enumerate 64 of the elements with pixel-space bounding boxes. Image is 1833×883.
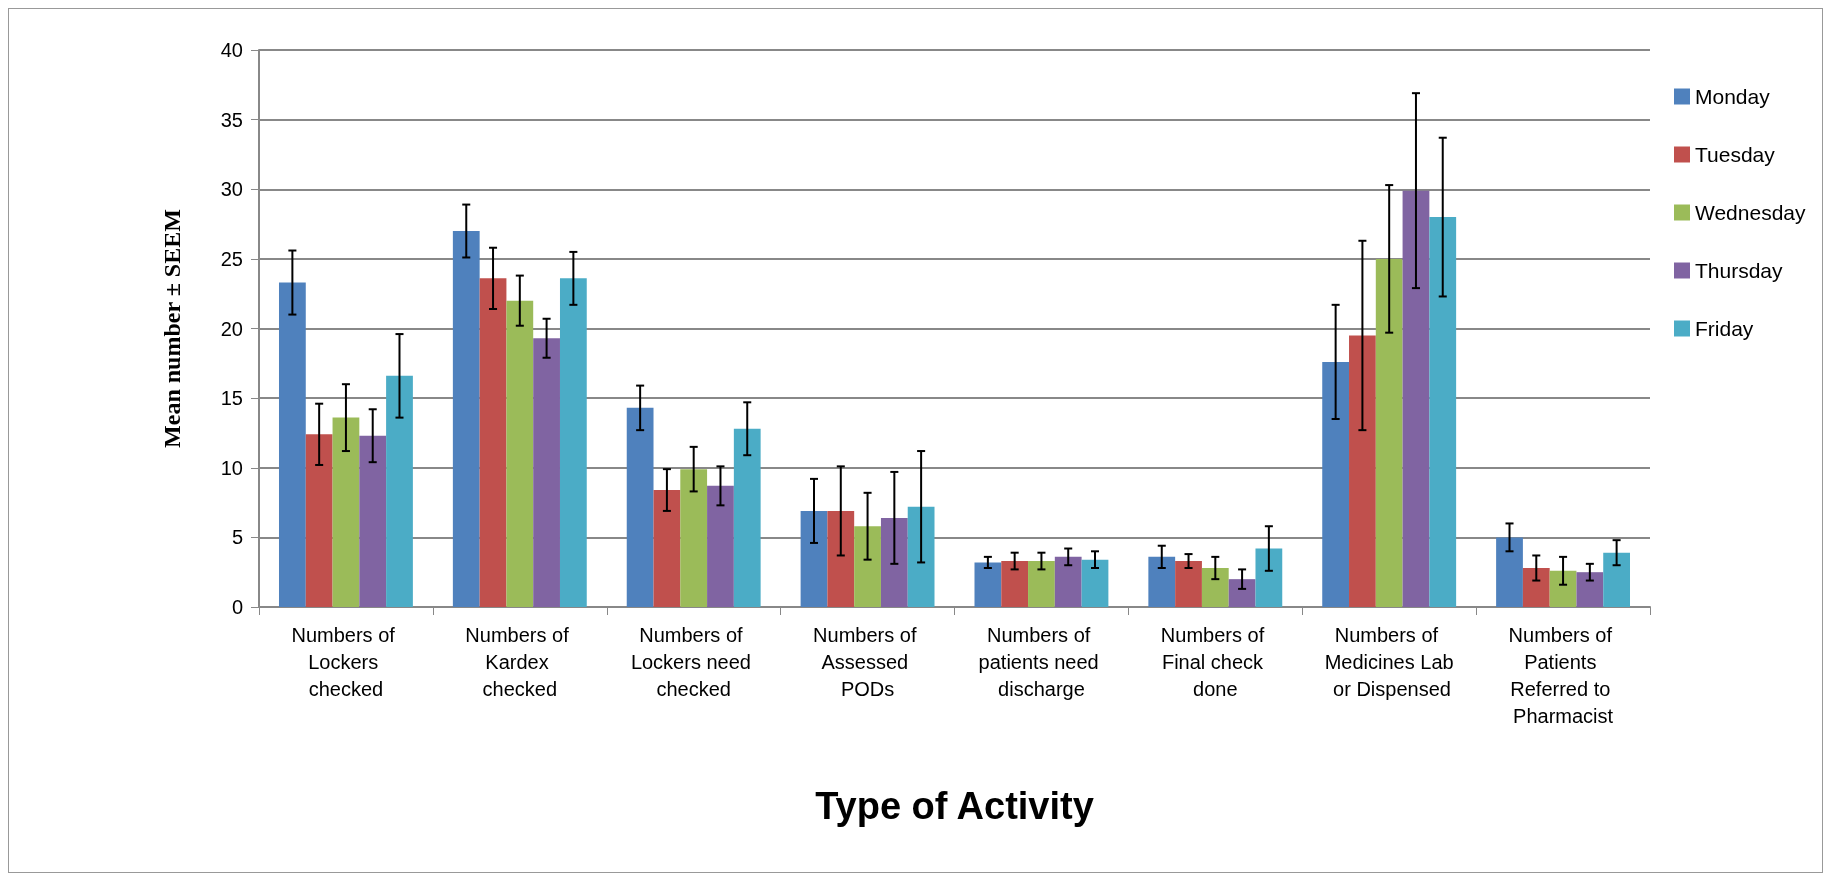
bar: [854, 526, 881, 607]
y-tick-label: 5: [231, 526, 243, 549]
bar: [452, 231, 480, 607]
bar: [386, 375, 413, 607]
x-tick-label: Numbers of Final check done: [1160, 623, 1270, 700]
y-axis-title: Mean number ± SEEM: [159, 209, 185, 448]
bar: [1228, 579, 1256, 607]
x-tick-label: Numbers of Medicines Lab or Dispensed: [1324, 623, 1454, 700]
bar: [1255, 548, 1283, 607]
x-tick-label: Numbers of Kardex checked: [465, 623, 575, 700]
bar: [1148, 556, 1176, 607]
bar: [1375, 258, 1403, 607]
legend-label: Wednesday: [1695, 201, 1807, 224]
y-tick-label: 15: [220, 387, 243, 410]
bar: [1522, 568, 1550, 607]
bar: [1349, 335, 1376, 607]
bar: [800, 510, 828, 607]
bar: [506, 300, 534, 607]
bar: [680, 469, 708, 607]
bar: [559, 278, 587, 607]
bar: [653, 490, 681, 607]
x-axis-title: Type of Activity: [815, 785, 1094, 827]
bar: [479, 278, 507, 607]
bar: [359, 435, 387, 607]
y-tick-label: 30: [220, 178, 243, 201]
bar: [1603, 552, 1630, 607]
bar: [626, 407, 654, 607]
x-tick-label: Numbers of Lockers need checked: [630, 623, 757, 700]
bar: [1028, 561, 1055, 607]
bar: [1576, 572, 1604, 607]
bar: [1175, 561, 1202, 607]
legend-label: Thursday: [1695, 259, 1784, 282]
bar: [1322, 361, 1350, 607]
legend-label: Tuesday: [1695, 143, 1776, 166]
y-tick-label: 25: [220, 247, 243, 270]
bar: [1402, 190, 1430, 607]
bar: [279, 282, 306, 607]
bar: [733, 428, 761, 607]
y-tick-label: 20: [220, 317, 243, 340]
bar: [1201, 568, 1229, 607]
bar: [707, 485, 734, 607]
bar: [1054, 556, 1082, 607]
y-tick-label: 40: [220, 39, 243, 61]
bar: [1549, 570, 1577, 607]
legend-label: Monday: [1695, 85, 1771, 108]
bar: [332, 417, 360, 607]
x-tick-label: Numbers of Lockers checked: [291, 623, 401, 700]
bar: [1496, 537, 1523, 607]
bar: [1001, 561, 1029, 607]
y-tick-label: 0: [231, 596, 243, 618]
bar: [827, 510, 855, 607]
x-tick-label: Numbers of patients need discharge: [978, 623, 1105, 700]
y-tick-label: 10: [220, 456, 243, 479]
bar: [1081, 559, 1109, 607]
bar: [533, 338, 560, 607]
legend-label: Friday: [1695, 317, 1754, 340]
bar: [880, 517, 908, 607]
y-tick-label: 35: [220, 108, 243, 131]
bar: [1429, 217, 1457, 607]
bar: [907, 506, 935, 607]
bar: [305, 434, 333, 607]
bar: [974, 562, 1002, 607]
x-tick-label: Numbers of Patients Referred to Pharmacist: [1508, 623, 1618, 727]
x-tick-label: Numbers of Assessed PODs: [813, 623, 923, 700]
